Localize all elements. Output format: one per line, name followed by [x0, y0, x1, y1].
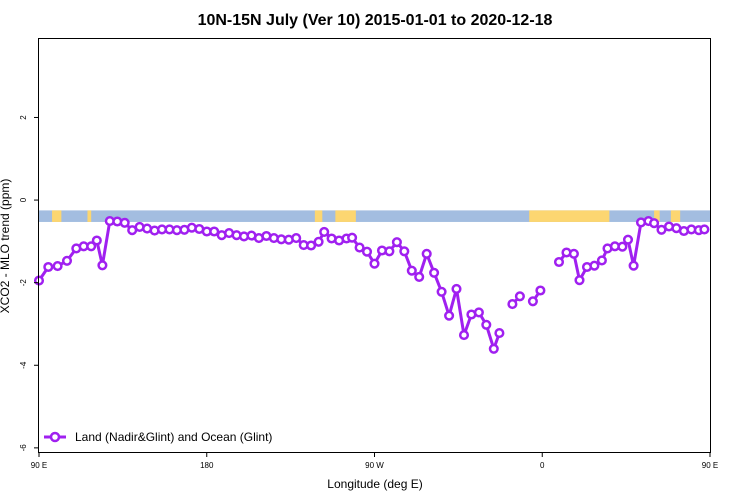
x-tick-label: 0: [540, 461, 545, 470]
data-point: [119, 217, 130, 228]
y-tick-label: -4: [19, 361, 28, 369]
legend: Land (Nadir&Glint) and Ocean (Glint): [44, 430, 272, 444]
data-point: [97, 260, 108, 271]
data-point: [399, 246, 410, 257]
x-tick-label: 90 E: [702, 461, 718, 470]
data-point: [421, 248, 432, 259]
data-point: [52, 261, 63, 272]
data-point: [391, 237, 402, 248]
land-segment: [529, 210, 610, 222]
y-axis: -6 -4 -2 0 2: [19, 115, 39, 452]
land-segment: [52, 210, 62, 222]
y-tick-label: 2: [19, 115, 28, 120]
y-tick-label: -2: [19, 279, 28, 287]
data-point: [553, 256, 565, 268]
data-point: [369, 258, 380, 269]
data-point: [384, 246, 395, 257]
data-point: [699, 224, 710, 235]
data-point: [406, 265, 417, 276]
data-point: [61, 255, 73, 266]
data-point: [507, 299, 518, 310]
chart-title: 10N-15N July (Ver 10) 2015-01-01 to 2020…: [198, 12, 553, 29]
data-point: [43, 261, 54, 273]
data-point: [473, 307, 484, 318]
series-line: [37, 219, 501, 351]
x-tick-label: 90 E: [31, 461, 47, 470]
data-point: [291, 233, 302, 244]
y-axis-label: XCO2 - MLO trend (ppm): [0, 179, 12, 314]
land-segment: [654, 210, 660, 222]
data-point: [429, 267, 440, 278]
data-point: [209, 226, 220, 237]
land-segment: [670, 210, 681, 222]
data-point: [306, 240, 317, 251]
data-point: [354, 242, 365, 253]
data-point: [596, 255, 607, 266]
x-axis: 90 E 180 90 W 0 90 E: [31, 452, 718, 470]
data-point: [347, 232, 358, 243]
data-point: [617, 241, 628, 252]
data-point: [622, 234, 634, 245]
data-point: [589, 260, 600, 271]
y-tick-label: -6: [19, 444, 28, 452]
data-point: [488, 343, 499, 354]
land-segment: [87, 210, 92, 222]
y-tick-label: 0: [19, 197, 28, 202]
data-point: [481, 319, 492, 330]
x-tick-label: 180: [200, 461, 214, 470]
data-point: [91, 235, 102, 246]
land-segment: [335, 210, 356, 222]
land-mask-band: [39, 210, 710, 222]
data-point: [451, 283, 462, 294]
legend-label: Land (Nadir&Glint) and Ocean (Glint): [75, 430, 272, 444]
data-point: [86, 241, 97, 252]
data-point: [444, 310, 455, 321]
data-point: [458, 330, 470, 341]
data-point: [436, 286, 447, 297]
x-axis-label: Longitude (deg E): [327, 477, 422, 491]
data-point: [649, 218, 660, 229]
data-point: [313, 236, 324, 247]
data-point: [319, 226, 330, 237]
ocean-band: [39, 210, 710, 222]
x-tick-label: 90 W: [365, 461, 384, 470]
legend-marker: [49, 431, 61, 443]
data-point: [361, 246, 373, 257]
data-point: [527, 296, 538, 307]
series-layer: [33, 216, 710, 354]
data-point: [514, 291, 525, 302]
data-point: [494, 328, 505, 339]
land-segment: [314, 210, 323, 222]
data-point: [568, 248, 579, 259]
data-point: [535, 285, 546, 296]
data-point: [628, 260, 639, 271]
data-point: [574, 275, 585, 286]
data-point: [414, 271, 425, 282]
